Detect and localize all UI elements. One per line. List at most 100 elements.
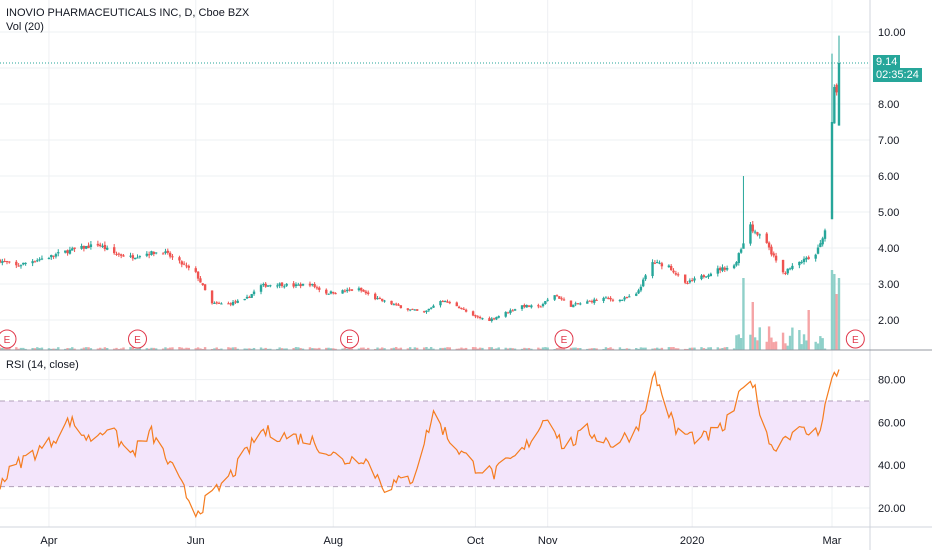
candle-body — [327, 293, 330, 295]
candle-body — [301, 283, 305, 286]
candle-body — [280, 282, 284, 287]
candle-body — [520, 305, 524, 309]
rsi-indicator-label[interactable]: RSI (14, close) — [6, 359, 79, 371]
volume-bar — [607, 347, 610, 350]
volume-bar — [621, 348, 624, 350]
volume-bar — [17, 348, 20, 350]
candle-body — [700, 275, 703, 280]
candle-body — [213, 302, 216, 304]
volume-bar — [802, 334, 806, 350]
volume-bar — [301, 348, 305, 350]
volume-bar — [99, 347, 102, 350]
chart-title[interactable]: INOVIO PHARMACEUTICALS INC, D, Cboe BZX — [6, 7, 250, 19]
candle-body — [245, 296, 249, 299]
volume-bar — [637, 348, 640, 350]
earnings-circle — [128, 329, 148, 349]
candle-body — [672, 270, 675, 273]
candle-body — [791, 265, 794, 269]
volume-bar — [427, 348, 431, 350]
earnings-marker[interactable]: E — [554, 329, 574, 349]
volume-bar — [481, 347, 484, 350]
candle-body — [106, 247, 109, 250]
candle-body — [716, 268, 720, 274]
volume-bar — [830, 270, 834, 350]
candle-body — [558, 296, 561, 299]
volume-bar — [313, 348, 316, 350]
candle-body — [36, 260, 39, 262]
volume-bar — [103, 347, 107, 350]
volume-bar — [833, 274, 836, 350]
volume-bar — [756, 340, 759, 350]
candle-body — [495, 317, 498, 320]
candle-body — [147, 254, 151, 256]
earnings-marker[interactable]: E — [0, 329, 17, 349]
volume-bar — [716, 347, 720, 350]
volume-bar — [210, 348, 214, 350]
candle-body — [166, 250, 169, 253]
candle-body — [397, 304, 400, 306]
candle-body — [392, 304, 396, 306]
volume-bar — [220, 348, 223, 350]
volume-bar — [227, 347, 230, 350]
volume-bar — [117, 348, 121, 350]
volume-indicator-label[interactable]: Vol (20) — [6, 21, 44, 33]
volume-bar — [40, 347, 44, 350]
candle-body — [814, 254, 817, 259]
price-tick-label: 10.00 — [878, 27, 906, 39]
volume-bar — [749, 334, 752, 350]
candle-body — [555, 295, 559, 297]
volume-bar — [229, 347, 232, 350]
candle-body — [17, 265, 20, 267]
volume-bar — [89, 348, 93, 350]
candle-body — [686, 282, 689, 284]
volume-bar — [36, 347, 39, 350]
volume-bar — [737, 334, 740, 350]
volume-bar — [576, 348, 580, 350]
candle-body — [131, 255, 135, 259]
candle-body — [509, 310, 512, 314]
volume-bar — [262, 348, 265, 350]
time-tick-label: Nov — [538, 535, 558, 547]
candle-body — [294, 284, 298, 287]
volume-bar — [672, 347, 675, 350]
candle-body — [476, 316, 479, 318]
volume-bar — [194, 348, 197, 350]
volume-bar — [413, 347, 417, 350]
volume-bar — [112, 348, 116, 350]
volume-bar — [590, 348, 594, 350]
candle-body — [8, 261, 11, 263]
volume-bar — [758, 327, 761, 350]
candle-body — [178, 257, 181, 261]
candle-body — [492, 318, 496, 320]
candle-body — [718, 267, 722, 271]
volume-bar — [129, 347, 132, 350]
earnings-marker[interactable]: E — [845, 329, 865, 349]
candle-body — [374, 293, 377, 300]
candle-body — [772, 253, 775, 256]
volume-bar — [604, 347, 608, 350]
volume-bar — [628, 348, 631, 350]
volume-bar — [54, 348, 58, 350]
candle-body — [604, 297, 608, 299]
volume-bar — [544, 347, 547, 350]
volume-bar — [168, 347, 172, 350]
volume-bar — [269, 348, 272, 350]
candle-body — [807, 257, 810, 259]
volume-bar — [725, 347, 729, 350]
candle-body — [231, 301, 235, 306]
volume-bar — [667, 347, 671, 350]
volume-bar — [488, 347, 491, 350]
candle-body — [446, 301, 449, 303]
candle-body — [635, 293, 638, 296]
candle-body — [357, 288, 361, 291]
candle-body — [546, 299, 549, 301]
earnings-marker[interactable]: E — [340, 329, 360, 349]
candle-body — [798, 261, 801, 266]
candle-body — [248, 296, 251, 298]
volume-bar — [199, 348, 202, 350]
candle-body — [318, 287, 321, 290]
earnings-marker[interactable]: E — [128, 329, 148, 349]
volume-bar — [558, 347, 561, 350]
